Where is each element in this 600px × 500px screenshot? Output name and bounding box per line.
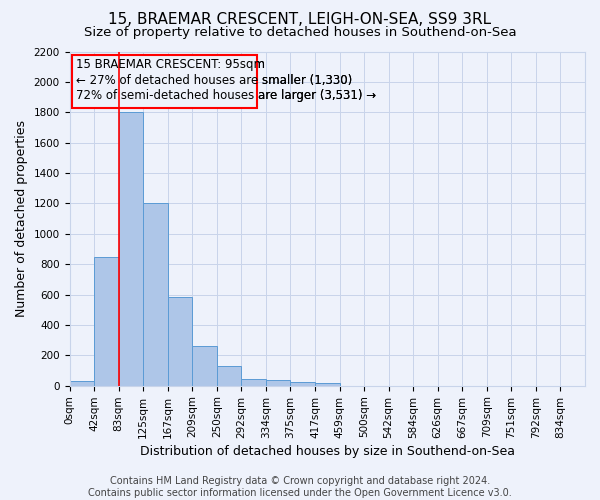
Text: ← 27% of detached houses are smaller (1,330): ← 27% of detached houses are smaller (1,… bbox=[76, 74, 352, 86]
Text: 15 BRAEMAR CRESCENT: 95sqm: 15 BRAEMAR CRESCENT: 95sqm bbox=[76, 58, 265, 70]
Bar bbox=[70, 381, 94, 386]
Text: 72% of semi-detached houses are larger (3,531) →: 72% of semi-detached houses are larger (… bbox=[76, 90, 376, 102]
Text: ← 27% of detached houses are smaller (1,330): ← 27% of detached houses are smaller (1,… bbox=[76, 74, 352, 86]
Bar bbox=[241, 379, 266, 386]
Bar bbox=[315, 384, 340, 386]
Text: 72% of semi-detached houses are larger (3,531) →: 72% of semi-detached houses are larger (… bbox=[76, 90, 376, 102]
Bar bbox=[192, 346, 217, 386]
Bar bbox=[119, 112, 143, 386]
Y-axis label: Number of detached properties: Number of detached properties bbox=[15, 120, 28, 317]
Bar bbox=[143, 204, 168, 386]
Text: Size of property relative to detached houses in Southend-on-Sea: Size of property relative to detached ho… bbox=[83, 26, 517, 39]
Bar bbox=[290, 382, 315, 386]
Bar bbox=[73, 54, 257, 108]
Bar bbox=[217, 366, 241, 386]
Text: 15, BRAEMAR CRESCENT, LEIGH-ON-SEA, SS9 3RL: 15, BRAEMAR CRESCENT, LEIGH-ON-SEA, SS9 … bbox=[109, 12, 491, 28]
X-axis label: Distribution of detached houses by size in Southend-on-Sea: Distribution of detached houses by size … bbox=[140, 444, 515, 458]
Text: Contains HM Land Registry data © Crown copyright and database right 2024.
Contai: Contains HM Land Registry data © Crown c… bbox=[88, 476, 512, 498]
Bar bbox=[266, 380, 290, 386]
Bar bbox=[168, 297, 192, 386]
Bar bbox=[94, 256, 119, 386]
Text: 15 BRAEMAR CRESCENT: 95sqm: 15 BRAEMAR CRESCENT: 95sqm bbox=[76, 58, 265, 70]
